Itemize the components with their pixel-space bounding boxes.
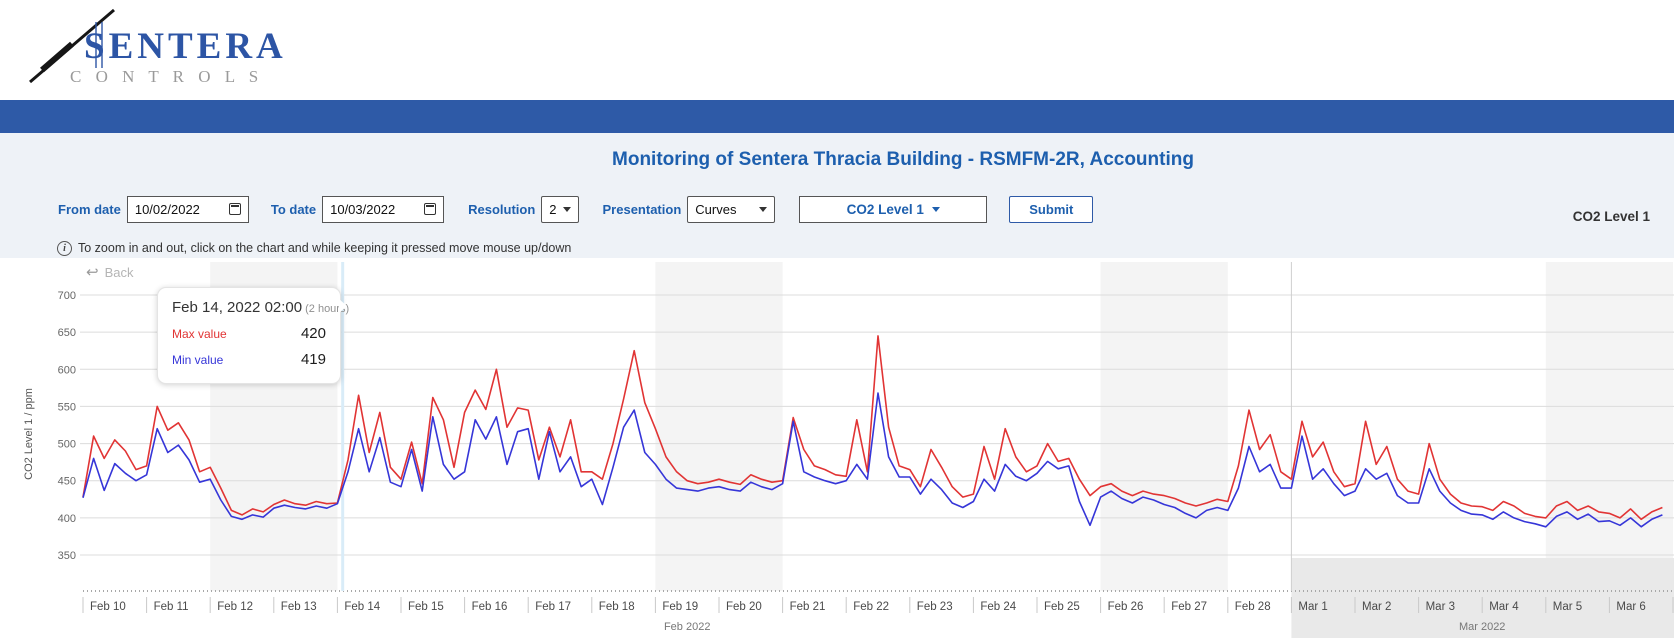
weekend-band (1100, 262, 1228, 591)
x-day-label: Feb 25 (1044, 601, 1080, 613)
to-date-value: 10/03/2022 (330, 201, 396, 217)
tooltip-min-row: Min value 419 (172, 351, 326, 368)
to-date-input[interactable]: 10/03/2022 (322, 195, 445, 223)
x-day-label: Feb 11 (154, 601, 189, 613)
y-tick-label: 550 (58, 401, 76, 413)
tooltip-date: Feb 14, 2022 02:00 (172, 299, 303, 316)
tooltip-min-label: Min value (172, 353, 224, 367)
x-day-label: Feb 13 (281, 601, 317, 613)
x-day-label: Feb 22 (853, 601, 889, 613)
y-tick-label: 450 (58, 476, 76, 488)
presentation-label: Presentation (602, 201, 682, 217)
x-day-label: Feb 24 (980, 601, 1016, 613)
main-content: Monitoring of Sentera Thracia Building -… (0, 133, 1674, 638)
x-day-label: Feb 17 (535, 601, 571, 613)
logo-wordmark: SENTERA (84, 26, 287, 67)
x-month-label: Mar 2022 (1459, 621, 1505, 633)
x-day-label: Mar 5 (1553, 601, 1582, 613)
tooltip-min-value: 419 (300, 351, 326, 368)
x-day-label: Feb 27 (1171, 601, 1207, 613)
weekend-band (1545, 262, 1673, 591)
tooltip-max-label: Max value (172, 327, 227, 341)
series-line-min (82, 392, 1663, 528)
x-day-label: Mar 1 (1298, 601, 1327, 613)
x-day-label: Mar 4 (1489, 601, 1519, 613)
submit-button[interactable]: Submit (1009, 195, 1094, 223)
x-day-label: Feb 28 (1235, 601, 1271, 613)
tooltip-max-row: Max value 420 (172, 325, 326, 342)
tooltip-duration: (2 hours) (305, 303, 350, 315)
nav-bar (0, 100, 1674, 133)
y-tick-label: 400 (58, 513, 76, 525)
resolution-value: 2 (549, 201, 557, 217)
to-date-label: To date (270, 201, 317, 217)
logo-slash-short (40, 41, 74, 73)
x-day-label: Feb 18 (599, 601, 635, 613)
x-day-label: Feb 19 (662, 601, 698, 613)
calendar-icon[interactable] (424, 203, 437, 215)
x-day-label: Feb 10 (90, 601, 126, 613)
presentation-select[interactable]: Curves (687, 195, 776, 223)
series-dropdown-label: CO2 Level 1 (846, 201, 924, 217)
filter-toolbar: From date 10/02/2022 To date 10/03/2022 … (58, 195, 1674, 224)
y-tick-label: 350 (58, 550, 76, 562)
x-day-label: Mar 3 (1426, 601, 1455, 613)
x-day-label: Feb 21 (790, 601, 826, 613)
chart-panel: 700 650 600 550 500 450 400 350 Feb 10 Feb 11 Feb … (0, 258, 1674, 638)
page-title: Monitoring of Sentera Thracia Building -… (612, 149, 1194, 170)
app-header: SENTERA C O N T R O L S (0, 0, 1674, 100)
x-day-label: Feb 16 (472, 601, 508, 613)
from-date-input[interactable]: 10/02/2022 (126, 195, 249, 223)
from-date-value: 10/02/2022 (134, 201, 200, 217)
series-legend-label: CO2 Level 1 (1572, 208, 1650, 224)
x-day-label: Feb 14 (344, 601, 380, 613)
resolution-label: Resolution (468, 201, 536, 217)
calendar-icon[interactable] (228, 203, 241, 215)
series-line-max (82, 335, 1663, 521)
chevron-down-icon (759, 206, 768, 212)
zoom-hint-row: i To zoom in and out, click on the chart… (57, 240, 1674, 256)
back-button[interactable]: ↩ Back (86, 263, 133, 281)
presentation-value: Curves (695, 201, 737, 217)
tooltip-max-value: 420 (300, 325, 326, 342)
x-day-label: Feb 15 (408, 601, 444, 613)
back-arrow-icon: ↩ (86, 264, 99, 281)
sentera-logo[interactable]: SENTERA C O N T R O L S (14, 6, 304, 94)
x-month-label: Feb 2022 (664, 621, 710, 633)
weekend-band (655, 262, 783, 591)
x-day-label: Feb 26 (1108, 601, 1144, 613)
crosshair-stripe (341, 262, 345, 591)
chevron-down-icon (562, 206, 571, 212)
series-dropdown[interactable]: CO2 Level 1 (799, 195, 988, 223)
y-tick-label: 600 (58, 364, 76, 376)
y-tick-label: 500 (58, 439, 76, 451)
x-day-label: Feb 23 (917, 601, 953, 613)
resolution-select[interactable]: 2 (541, 195, 579, 223)
tooltip-header: Feb 14, 2022 02:00 (2 hours) (172, 299, 349, 316)
zoom-hint-text: To zoom in and out, click on the chart a… (78, 241, 572, 255)
y-tick-label: 700 (58, 290, 76, 302)
chart-tooltip: Feb 14, 2022 02:00 (2 hours) Max value 42… (157, 287, 349, 384)
from-date-label: From date (58, 201, 121, 217)
y-tick-label: 650 (58, 327, 76, 339)
x-day-label: Feb 12 (217, 601, 253, 613)
info-icon: i (57, 240, 72, 256)
x-day-label: Mar 2 (1362, 601, 1391, 613)
back-button-label: Back (104, 264, 134, 280)
x-day-label: Feb 20 (726, 601, 762, 613)
y-axis-title: CO2 Level 1 / ppm (23, 388, 35, 480)
x-day-label: Mar 6 (1616, 601, 1645, 613)
chevron-down-icon (931, 206, 940, 212)
logo-subtitle: C O N T R O L S (70, 67, 263, 86)
